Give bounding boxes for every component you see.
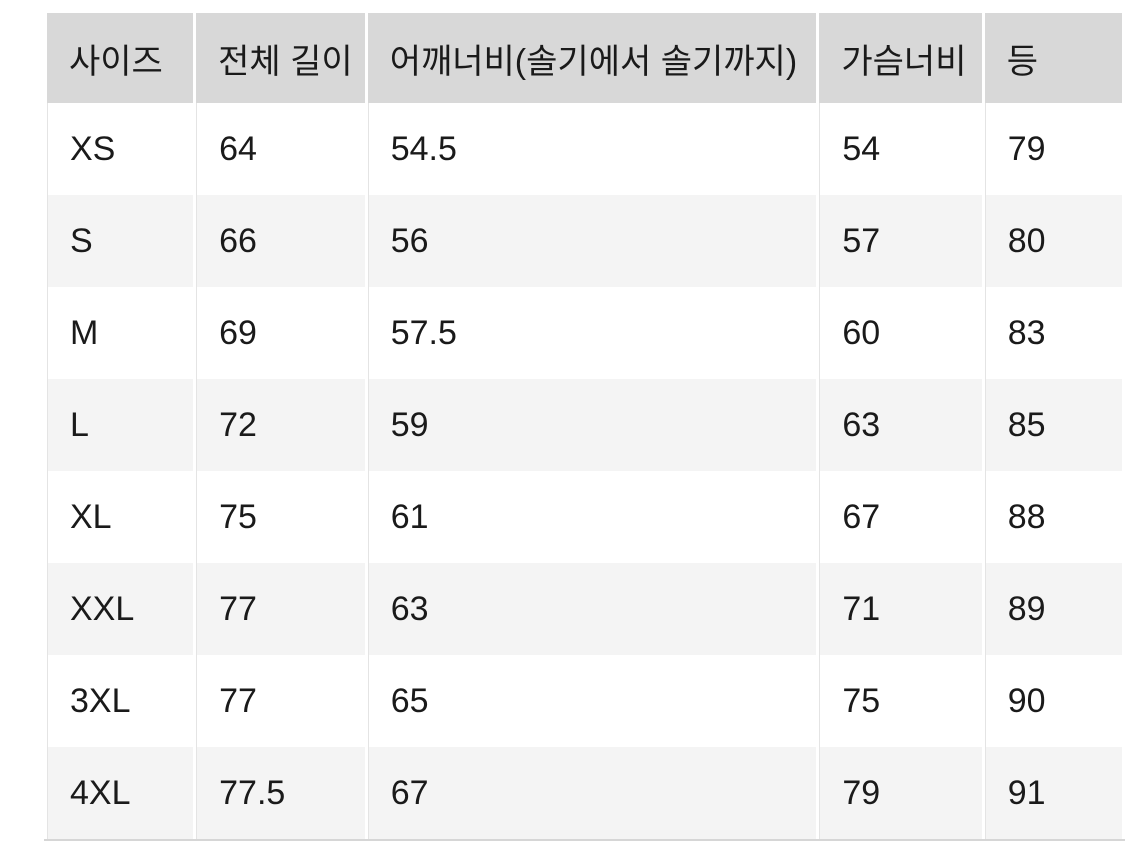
measurement-cell: 57.5 xyxy=(367,287,817,379)
measurement-cell: 77 xyxy=(196,563,365,655)
size-label-cell: S xyxy=(47,195,194,287)
size-label-cell: XXL xyxy=(47,563,194,655)
table-row: 4XL 77.5 67 79 91 xyxy=(47,747,1122,839)
measurement-cell: 60 xyxy=(819,287,982,379)
measurement-cell: 77.5 xyxy=(196,747,365,839)
measurement-cell: 85 xyxy=(984,379,1122,471)
measurement-cell: 61 xyxy=(367,471,817,563)
size-label-cell: M xyxy=(47,287,194,379)
table-row: XXL 77 63 71 89 xyxy=(47,563,1122,655)
table-row: 3XL 77 65 75 90 xyxy=(47,655,1122,747)
measurement-cell: 67 xyxy=(819,471,982,563)
measurement-cell: 63 xyxy=(819,379,982,471)
column-header-total-length: 전체 길이 xyxy=(196,13,365,103)
measurement-cell: 75 xyxy=(819,655,982,747)
size-label-cell: 3XL xyxy=(47,655,194,747)
measurement-cell: 83 xyxy=(984,287,1122,379)
measurement-cell: 67 xyxy=(367,747,817,839)
measurement-cell: 56 xyxy=(367,195,817,287)
table-row: XL 75 61 67 88 xyxy=(47,471,1122,563)
measurement-cell: 63 xyxy=(367,563,817,655)
measurement-cell: 89 xyxy=(984,563,1122,655)
measurement-cell: 64 xyxy=(196,103,365,195)
header-row: 사이즈 전체 길이 어깨너비(솔기에서 솔기까지) 가슴너비 등 xyxy=(47,13,1122,103)
measurement-cell: 77 xyxy=(196,655,365,747)
size-chart-table: 사이즈 전체 길이 어깨너비(솔기에서 솔기까지) 가슴너비 등 XS 64 54.… xyxy=(44,13,1125,841)
table-row: L 72 59 63 85 xyxy=(47,379,1122,471)
measurement-cell: 72 xyxy=(196,379,365,471)
measurement-cell: 90 xyxy=(984,655,1122,747)
column-header-size: 사이즈 xyxy=(47,13,194,103)
table-row: M 69 57.5 60 83 xyxy=(47,287,1122,379)
column-header-back: 등 xyxy=(984,13,1122,103)
measurement-cell: 79 xyxy=(819,747,982,839)
size-label-cell: L xyxy=(47,379,194,471)
measurement-cell: 75 xyxy=(196,471,365,563)
measurement-cell: 71 xyxy=(819,563,982,655)
measurement-cell: 57 xyxy=(819,195,982,287)
measurement-cell: 91 xyxy=(984,747,1122,839)
size-label-cell: XL xyxy=(47,471,194,563)
measurement-cell: 88 xyxy=(984,471,1122,563)
measurement-cell: 80 xyxy=(984,195,1122,287)
table-row: XS 64 54.5 54 79 xyxy=(47,103,1122,195)
measurement-cell: 59 xyxy=(367,379,817,471)
column-header-shoulder-width: 어깨너비(솔기에서 솔기까지) xyxy=(367,13,817,103)
size-label-cell: 4XL xyxy=(47,747,194,839)
measurement-cell: 54.5 xyxy=(367,103,817,195)
column-header-chest-width: 가슴너비 xyxy=(819,13,982,103)
measurement-cell: 79 xyxy=(984,103,1122,195)
size-label-cell: XS xyxy=(47,103,194,195)
measurement-cell: 54 xyxy=(819,103,982,195)
table-row: S 66 56 57 80 xyxy=(47,195,1122,287)
measurement-cell: 65 xyxy=(367,655,817,747)
measurement-cell: 66 xyxy=(196,195,365,287)
measurement-cell: 69 xyxy=(196,287,365,379)
